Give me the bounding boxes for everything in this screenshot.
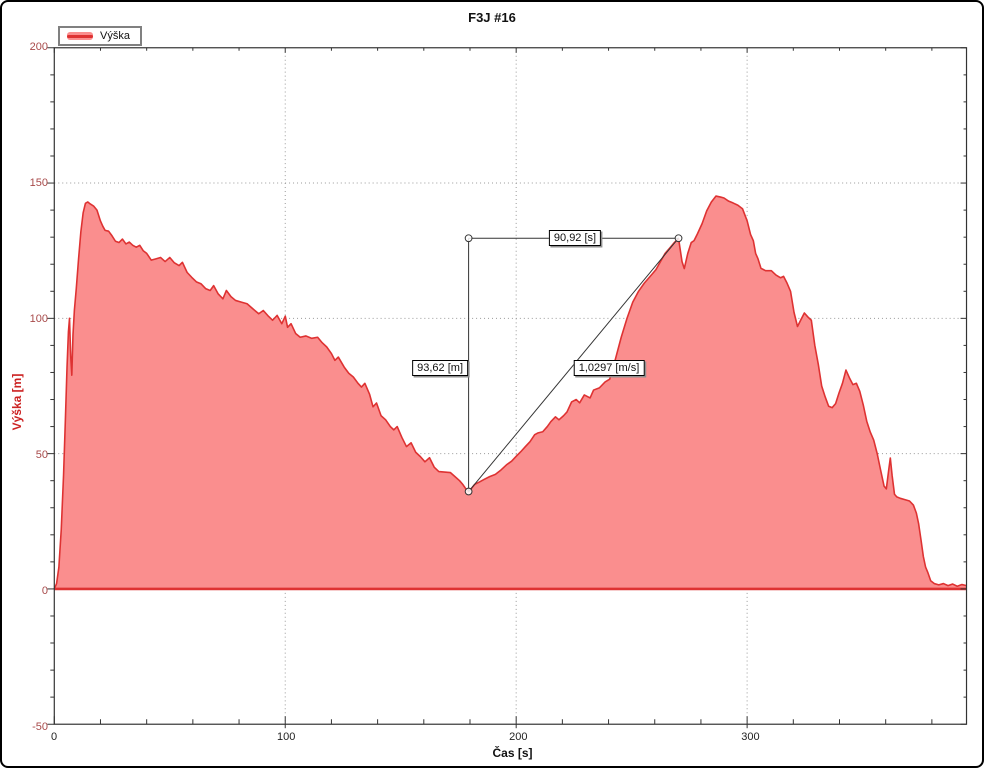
chart-title: F3J #16 xyxy=(468,10,516,25)
altitude-area-series xyxy=(53,195,967,591)
x-tick-label: 0 xyxy=(50,731,58,743)
annotation-climb-rate: 1,0297 [m/s] xyxy=(573,360,645,376)
y-axis-title: Výška [m] xyxy=(10,373,24,431)
measurement-marker xyxy=(464,234,473,243)
x-tick-label: 100 xyxy=(276,731,296,743)
y-tick-label: 100 xyxy=(29,313,48,325)
y-tick-label: 50 xyxy=(35,449,48,461)
measurement-marker xyxy=(464,487,473,496)
plot-axes xyxy=(47,47,968,729)
y-tick-label: 0 xyxy=(41,585,48,597)
measurement-marker xyxy=(674,234,683,243)
legend-box: Výška xyxy=(58,26,142,46)
x-tick-label: 200 xyxy=(509,731,528,743)
y-tick-label: -50 xyxy=(32,721,48,733)
legend-series-swatch xyxy=(67,32,93,40)
annotation-height-delta: 93,62 [m] xyxy=(412,360,468,376)
x-tick-label: 300 xyxy=(741,731,760,743)
y-tick-label: 200 xyxy=(29,41,48,53)
legend-series-label: Výška xyxy=(100,30,130,42)
y-tick-label: 150 xyxy=(29,177,48,189)
annotation-time-delta: 90,92 [s] xyxy=(548,230,602,246)
x-axis-title: Čas [s] xyxy=(492,746,533,760)
